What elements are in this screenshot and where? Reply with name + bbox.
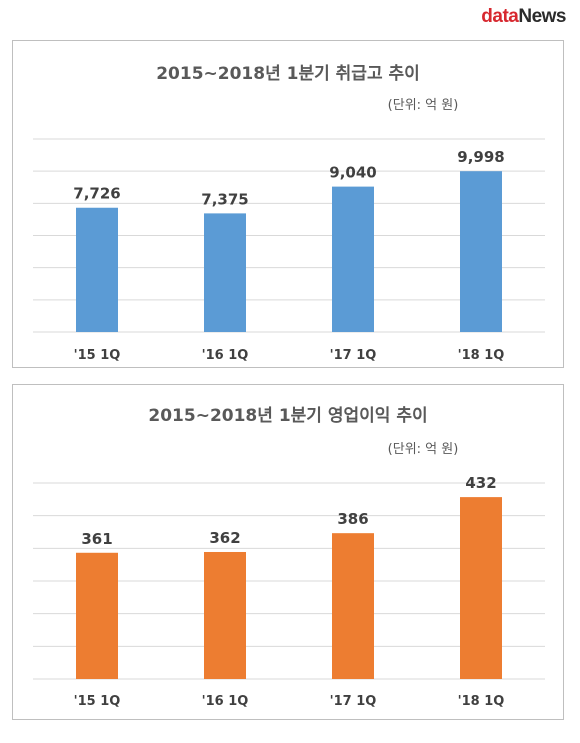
data-label-1: 7,726 [73, 185, 120, 203]
data-label-4: 432 [465, 474, 496, 492]
data-label-1: 361 [81, 530, 112, 548]
operating-profit-bar-chart: 2015~2018년 1분기 영업이익 추이 (단위: 억 원) 361 '15 1Q… [33, 406, 545, 709]
x-tick-label-1: '15 1Q [74, 694, 121, 709]
data-label-2: 7,375 [201, 190, 248, 208]
bar-3 [332, 533, 374, 679]
chart-title: 2015~2018년 1분기 취급고 추이 [156, 63, 420, 84]
sales-bar-chart: 2015~2018년 1분기 취급고 추이 (단위: 억 원) 7,726 '15 1… [33, 63, 545, 363]
bar-4 [460, 171, 502, 332]
chart-panel-operating-profit: 2015~2018년 1분기 영업이익 추이 (단위: 억 원) 361 '15 1Q… [12, 384, 564, 720]
logo-part-news: News [518, 6, 566, 27]
x-tick-label-4: '18 1Q [458, 694, 505, 709]
x-tick-label-3: '17 1Q [330, 694, 377, 709]
bar-4 [460, 497, 502, 679]
bar-2 [204, 551, 246, 679]
x-tick-label-4: '18 1Q [458, 348, 505, 363]
data-label-2: 362 [209, 529, 240, 547]
x-tick-label-2: '16 1Q [202, 694, 249, 709]
bar-2 [204, 213, 246, 332]
x-tick-label-1: '15 1Q [74, 348, 121, 363]
datanews-logo: dataNews [481, 6, 566, 28]
bar-1 [76, 552, 118, 679]
data-label-4: 9,998 [457, 148, 504, 166]
logo-part-data: data [481, 6, 519, 27]
data-label-3: 386 [337, 510, 368, 528]
bar-3 [332, 186, 374, 332]
chart-unit-label: (단위: 억 원) [388, 98, 459, 113]
chart-title: 2015~2018년 1분기 영업이익 추이 [148, 406, 427, 426]
chart-panel-sales: 2015~2018년 1분기 취급고 추이 (단위: 억 원) 7,726 '15 1… [12, 40, 564, 368]
chart-unit-label: (단위: 억 원) [388, 442, 459, 457]
data-label-3: 9,040 [329, 164, 376, 182]
x-tick-label-2: '16 1Q [202, 348, 249, 363]
bar-1 [76, 207, 118, 332]
x-tick-label-3: '17 1Q [330, 348, 377, 363]
